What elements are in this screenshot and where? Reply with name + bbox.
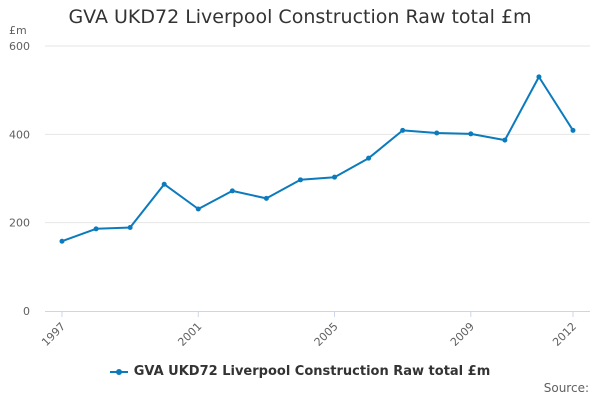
y-tick-label: 600 [9, 40, 30, 53]
legend-line-marker-icon [109, 367, 128, 377]
legend-item-label[interactable]: GVA UKD72 Liverpool Construction Raw tot… [133, 364, 491, 379]
x-tick-label: 2005 [312, 320, 341, 349]
legend[interactable]: GVA UKD72 Liverpool Construction Raw tot… [0, 364, 600, 379]
series-line [61, 75, 574, 243]
data-point [468, 131, 474, 137]
data-point [570, 127, 576, 133]
data-point [366, 155, 372, 161]
data-point [229, 188, 235, 194]
y-axis-label: £m [9, 24, 27, 37]
data-point [263, 195, 269, 201]
data-point [536, 74, 542, 80]
data-point [400, 127, 406, 133]
data-point [297, 177, 303, 183]
x-tick-label: 2012 [550, 320, 579, 349]
data-point [195, 206, 201, 212]
y-tick-label: 0 [23, 305, 30, 318]
data-point [59, 238, 65, 244]
data-point [161, 181, 167, 187]
x-tick-label: 2009 [448, 320, 477, 349]
data-point [127, 225, 133, 231]
data-point [434, 130, 440, 136]
data-point [502, 137, 508, 143]
x-tick-label: 2001 [175, 320, 204, 349]
y-tick-label: 200 [9, 217, 30, 230]
data-point [332, 174, 338, 180]
credits-source[interactable]: Source: [543, 381, 589, 395]
chart-title: GVA UKD72 Liverpool Construction Raw tot… [68, 6, 532, 28]
y-tick-label: 400 [9, 128, 30, 141]
data-point [93, 226, 99, 232]
x-tick-label: 1997 [39, 320, 68, 349]
